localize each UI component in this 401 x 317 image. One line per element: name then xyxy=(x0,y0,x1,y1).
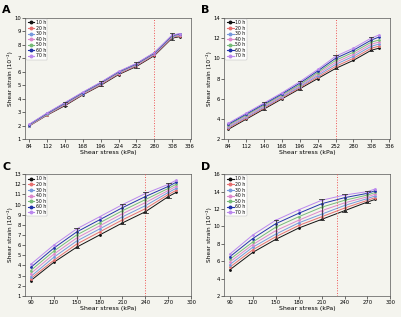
X-axis label: Shear stress (kPa): Shear stress (kPa) xyxy=(279,150,336,155)
Text: C: C xyxy=(2,162,10,172)
Y-axis label: Shear strain (10⁻²): Shear strain (10⁻²) xyxy=(7,208,13,262)
Text: D: D xyxy=(201,162,211,172)
Text: A: A xyxy=(2,5,11,15)
Text: B: B xyxy=(201,5,210,15)
Y-axis label: Shear strain (10⁻²): Shear strain (10⁻²) xyxy=(206,51,212,106)
Legend: 10 h, 20 h, 30 h, 40 h, 50 h, 60 h, 70 h: 10 h, 20 h, 30 h, 40 h, 50 h, 60 h, 70 h xyxy=(225,19,247,60)
X-axis label: Shear stress (kPa): Shear stress (kPa) xyxy=(279,307,336,311)
X-axis label: Shear stress (kPa): Shear stress (kPa) xyxy=(80,150,137,155)
Y-axis label: Shear strain (10⁻²): Shear strain (10⁻²) xyxy=(7,51,13,106)
Y-axis label: Shear strain (10⁻²): Shear strain (10⁻²) xyxy=(206,208,212,262)
X-axis label: Shear stress (kPa): Shear stress (kPa) xyxy=(80,307,137,311)
Legend: 10 h, 20 h, 30 h, 40 h, 50 h, 60 h, 70 h: 10 h, 20 h, 30 h, 40 h, 50 h, 60 h, 70 h xyxy=(26,19,47,60)
Legend: 10 h, 20 h, 30 h, 40 h, 50 h, 60 h, 70 h: 10 h, 20 h, 30 h, 40 h, 50 h, 60 h, 70 h xyxy=(225,175,247,216)
Legend: 10 h, 20 h, 30 h, 40 h, 50 h, 60 h, 70 h: 10 h, 20 h, 30 h, 40 h, 50 h, 60 h, 70 h xyxy=(26,175,47,216)
